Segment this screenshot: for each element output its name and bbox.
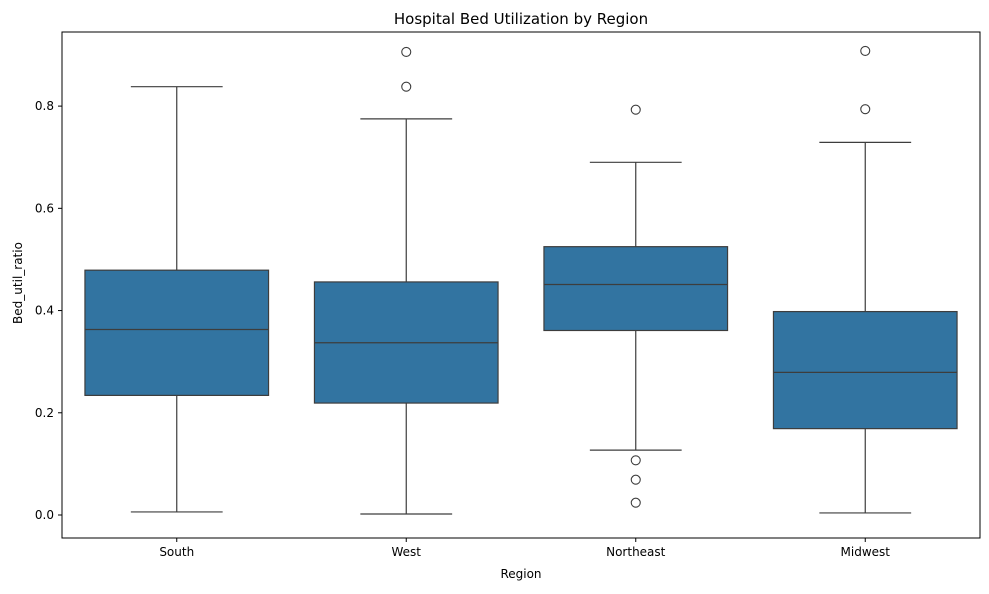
outlier-point: [630, 474, 641, 485]
iqr-box: [772, 310, 958, 430]
outlier-point: [401, 81, 412, 92]
boxes-layer: [84, 45, 958, 515]
outlier-point: [630, 497, 641, 508]
plot-frame: [61, 31, 981, 539]
y-axis: 0.0 0.2 0.4 0.6 0.8: [35, 99, 62, 522]
iqr-box: [543, 246, 729, 332]
x-tick-label: West: [391, 545, 421, 559]
y-tick-label: 0.0: [35, 508, 54, 522]
box-northeast: [543, 104, 729, 508]
x-tick-label: South: [159, 545, 194, 559]
y-tick-label: 0.2: [35, 406, 54, 420]
y-axis-label: Bed_util_ratio: [11, 242, 25, 324]
y-tick-label: 0.6: [35, 201, 54, 215]
outlier-point: [630, 455, 641, 466]
box-west: [313, 46, 499, 515]
box-midwest: [772, 45, 958, 514]
outlier-point: [860, 104, 871, 115]
chart-title: Hospital Bed Utilization by Region: [394, 10, 648, 28]
outlier-point: [630, 104, 641, 115]
x-tick-label: Midwest: [841, 545, 891, 559]
box-south: [84, 86, 270, 513]
x-tick-label: Northeast: [606, 545, 666, 559]
x-axis: South West Northeast Midwest: [159, 538, 890, 559]
outlier-point: [860, 45, 871, 56]
outlier-point: [401, 46, 412, 57]
y-tick-label: 0.8: [35, 99, 54, 113]
x-axis-label: Region: [500, 567, 541, 581]
iqr-box: [84, 269, 270, 396]
y-tick-label: 0.4: [35, 304, 54, 318]
